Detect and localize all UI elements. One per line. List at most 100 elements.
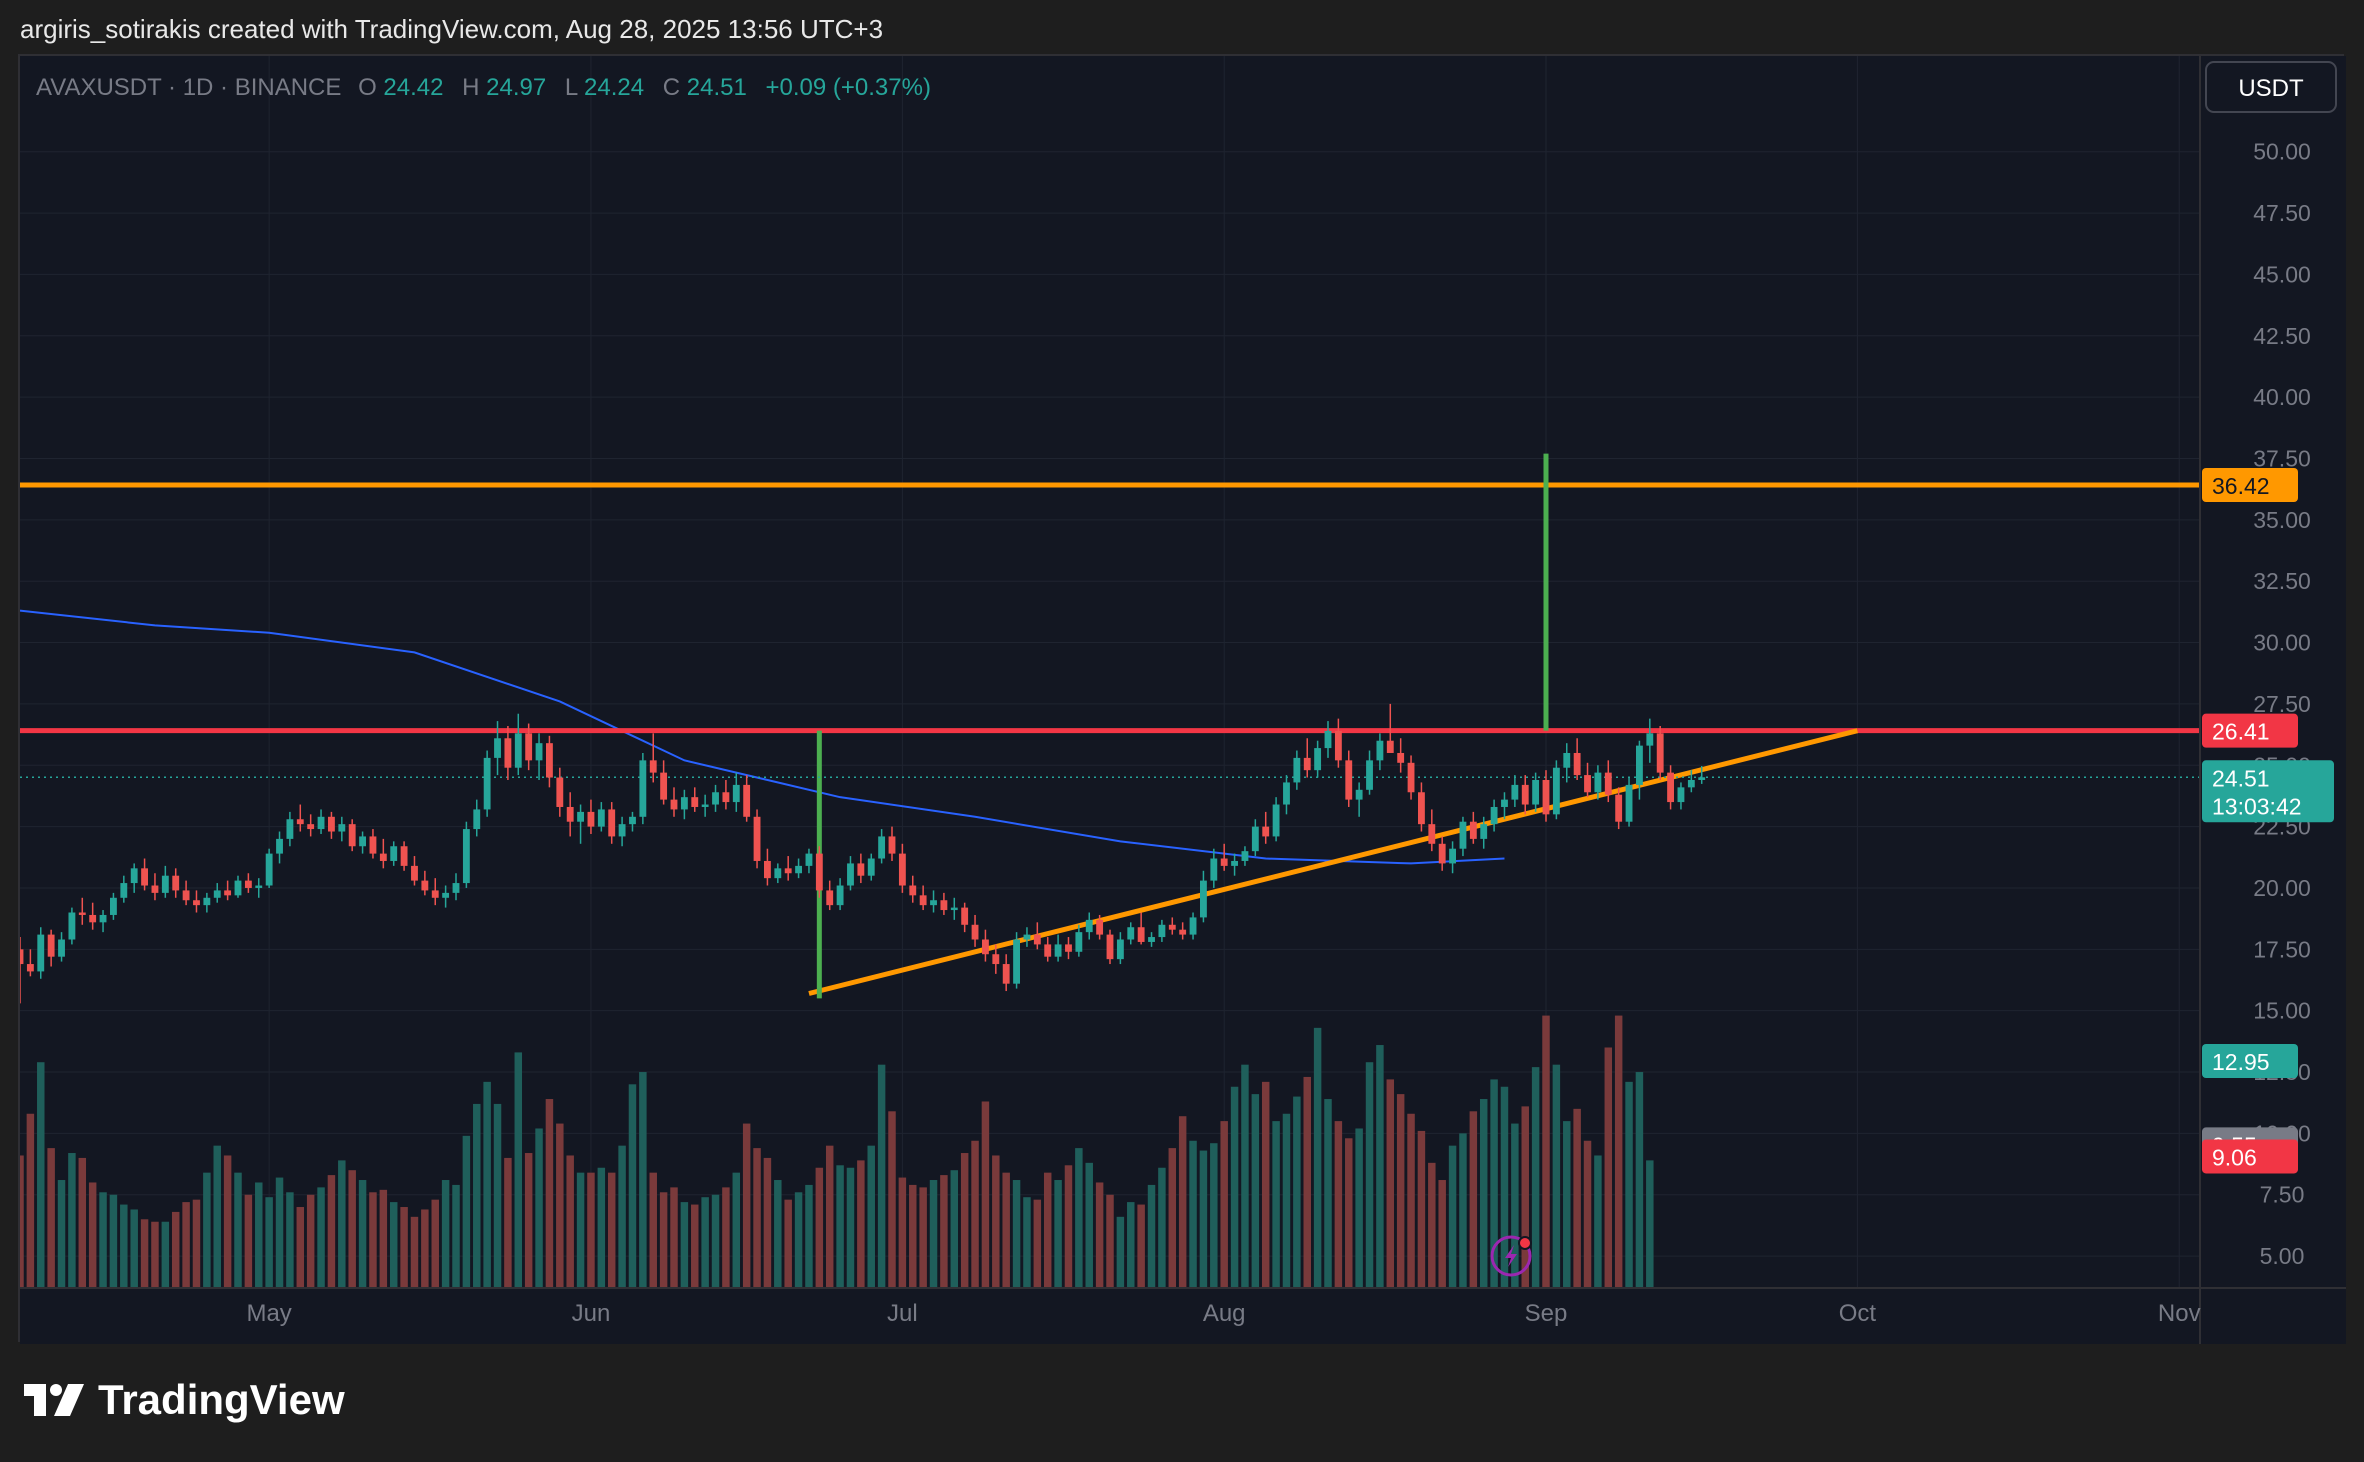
volume-bar bbox=[99, 1192, 107, 1288]
volume-bar bbox=[587, 1172, 595, 1288]
volume-bar bbox=[576, 1172, 585, 1288]
candle-body bbox=[130, 868, 138, 884]
volume-bar bbox=[1064, 1165, 1073, 1288]
candle-body bbox=[120, 883, 128, 898]
volume-bar bbox=[1054, 1180, 1062, 1288]
volume-bar bbox=[597, 1167, 606, 1288]
candle-body bbox=[1251, 826, 1259, 852]
volume-bar bbox=[20, 1155, 24, 1288]
volume-bar bbox=[400, 1207, 408, 1288]
volume-bar bbox=[1428, 1162, 1436, 1288]
candle-body bbox=[836, 885, 844, 906]
volume-bar bbox=[1199, 1150, 1208, 1288]
candle-body bbox=[826, 890, 834, 906]
volume-bar bbox=[960, 1153, 969, 1288]
price-label-value: 36.42 bbox=[2212, 473, 2270, 499]
candle-body bbox=[795, 865, 802, 874]
candle-body bbox=[286, 819, 294, 839]
candle-body bbox=[379, 853, 387, 861]
volume-bar bbox=[1625, 1081, 1633, 1288]
candle-body bbox=[701, 804, 709, 807]
volume-bar bbox=[1594, 1155, 1602, 1288]
candle-body bbox=[930, 900, 937, 906]
volume-bar bbox=[1459, 1133, 1467, 1288]
price-label-tag bbox=[2202, 760, 2334, 823]
candle-body bbox=[1158, 924, 1166, 938]
time-tick-label: Jul bbox=[887, 1300, 918, 1327]
candle-body bbox=[37, 934, 45, 972]
legend-low-label: L bbox=[565, 74, 578, 101]
candle-body bbox=[1667, 772, 1674, 803]
volume-bar bbox=[992, 1155, 1000, 1288]
chart-panel[interactable]: AVAXUSDT · 1D · BINANCE O 24.42 H 24.97 … bbox=[18, 54, 2346, 1344]
volume-bar bbox=[182, 1202, 190, 1288]
tradingview-logo[interactable]: TradingView bbox=[24, 1376, 345, 1424]
volume-bar bbox=[1438, 1180, 1446, 1288]
candle-body bbox=[20, 949, 24, 965]
lightning-icon[interactable] bbox=[1490, 1235, 1532, 1277]
candle-body bbox=[867, 858, 875, 876]
volume-bar bbox=[763, 1157, 772, 1288]
volume-bar bbox=[410, 1216, 419, 1288]
candle-body bbox=[566, 806, 574, 822]
volume-bar bbox=[1511, 1123, 1519, 1288]
volume-bar bbox=[1365, 1062, 1374, 1288]
candle-body bbox=[1501, 799, 1508, 807]
volume-bar bbox=[722, 1187, 730, 1288]
candle-body bbox=[1542, 779, 1550, 815]
candle-body bbox=[317, 816, 325, 830]
volume-bar bbox=[1396, 1094, 1405, 1288]
candle-body bbox=[473, 809, 481, 830]
candle-body bbox=[1490, 806, 1498, 825]
volume-bar bbox=[857, 1160, 865, 1288]
volume-bar bbox=[421, 1209, 429, 1288]
volume-bar bbox=[1531, 1067, 1540, 1288]
price-label-tag bbox=[2202, 1139, 2298, 1174]
volume-bar bbox=[1282, 1113, 1291, 1288]
candle-body bbox=[172, 875, 180, 891]
candle-body bbox=[224, 890, 232, 896]
volume-bar bbox=[649, 1172, 657, 1288]
candlestick-chart[interactable]: AVAXUSDT · 1D · BINANCE O 24.42 H 24.97 … bbox=[20, 56, 2346, 1344]
candle-body bbox=[369, 836, 377, 854]
candle-body bbox=[1532, 779, 1540, 805]
candle-body bbox=[909, 885, 917, 896]
candle-body bbox=[1013, 939, 1020, 984]
candle-body bbox=[888, 836, 896, 854]
candle-body bbox=[597, 809, 605, 827]
candle-body bbox=[442, 892, 450, 898]
volume-bar bbox=[1469, 1111, 1478, 1288]
candle-body bbox=[1376, 740, 1384, 761]
volume-bar bbox=[1293, 1096, 1301, 1288]
volume-bar bbox=[659, 1192, 668, 1288]
candle-body bbox=[1521, 784, 1529, 805]
legend-close-label: C bbox=[663, 74, 680, 101]
currency-button[interactable]: USDT bbox=[2205, 61, 2337, 113]
candle-body bbox=[1023, 934, 1031, 940]
candle-body bbox=[961, 907, 969, 925]
candle-body bbox=[348, 824, 356, 847]
candle-body bbox=[452, 883, 460, 893]
candle-body bbox=[1366, 760, 1373, 790]
price-tick-label: 7.50 bbox=[2260, 1182, 2305, 1208]
volume-bar bbox=[431, 1199, 439, 1288]
time-axis[interactable]: May Jun Jul Aug Sep Oct Nov bbox=[246, 1300, 2200, 1327]
candle-body bbox=[494, 738, 501, 758]
candle-body bbox=[1407, 762, 1415, 793]
volume-bar bbox=[192, 1199, 201, 1288]
candle-body bbox=[1324, 730, 1332, 749]
volume-bar bbox=[275, 1177, 284, 1288]
volume-bar bbox=[566, 1155, 574, 1288]
volume-bar bbox=[452, 1184, 460, 1288]
volume-bar bbox=[1521, 1106, 1529, 1288]
volume-bar bbox=[493, 1103, 502, 1288]
candle-body bbox=[525, 733, 533, 761]
volume-bar bbox=[1106, 1194, 1114, 1288]
volume-bar bbox=[836, 1165, 844, 1288]
candle-body bbox=[1656, 733, 1664, 773]
price-label-value: 26.41 bbox=[2212, 719, 2270, 745]
candle-body bbox=[1677, 787, 1685, 803]
volume-bar bbox=[639, 1072, 647, 1288]
candle-body bbox=[338, 824, 346, 832]
volume-bar bbox=[701, 1197, 709, 1288]
